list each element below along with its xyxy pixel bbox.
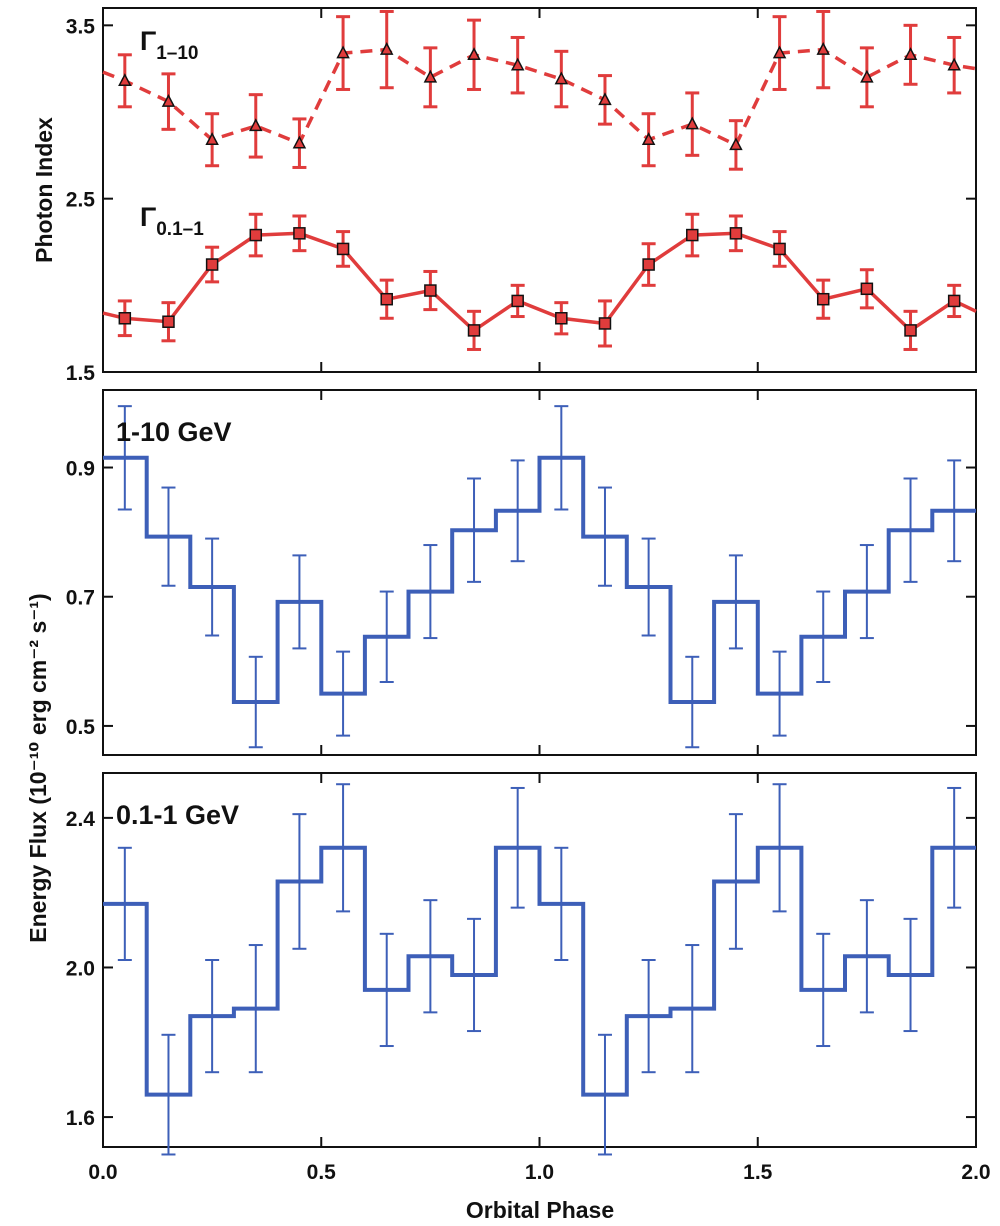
gamma-high-series-line — [102, 47, 977, 148]
data-point-square — [816, 292, 830, 306]
x-tick-label: 0.0 — [88, 1161, 117, 1184]
data-point-square — [467, 324, 481, 337]
data-point-triangle — [685, 116, 700, 130]
data-point-square — [686, 228, 699, 242]
y-tick-label: 0.7 — [66, 587, 95, 610]
data-point-square — [511, 294, 524, 308]
data-point-square — [860, 282, 874, 296]
y-tick-label: 1.5 — [66, 362, 96, 385]
y-tick-label: 0.5 — [66, 716, 96, 739]
data-point-triangle — [205, 132, 219, 145]
flux-low-ticks: 0.0 0.5 1.0 1.5 2.0 1.6 2.0 2.4 — [66, 773, 991, 1184]
flux-step-line — [103, 845, 976, 1097]
data-point-triangle — [641, 132, 656, 145]
orbital-phase-axis-title: Orbital Phase — [466, 1197, 614, 1223]
data-point-triangle — [336, 45, 350, 59]
flux-low-plot — [103, 783, 976, 1156]
data-point-triangle — [118, 73, 132, 87]
panel-annotation-1-10-gev: 1-10 GeV — [116, 417, 232, 447]
data-point-triangle — [598, 92, 612, 106]
data-point-square — [424, 284, 437, 297]
data-point-triangle — [379, 41, 394, 55]
panel-annotation-0.1-1-gev: 0.1-1 GeV — [116, 800, 239, 830]
gamma-low-series-label: Γ0.1–1 — [140, 202, 204, 240]
data-point-triangle — [816, 41, 830, 55]
x-tick-label: 2.0 — [961, 1161, 990, 1184]
data-point-triangle — [423, 69, 438, 83]
photon-index-ticks: 1.5 2.5 3.5 — [66, 8, 977, 385]
gamma-high-series-label: Γ1–10 — [140, 26, 199, 64]
photon-index-axis-title: Photon Index — [31, 117, 57, 263]
data-point-square — [249, 228, 263, 242]
gamma-low-series-line — [102, 231, 977, 333]
data-point-square — [555, 312, 568, 325]
photon-index-plot — [102, 9, 977, 351]
data-point-square — [773, 242, 786, 256]
data-point-triangle — [860, 69, 874, 83]
data-point-square — [118, 312, 132, 325]
data-point-triangle — [903, 47, 918, 61]
y-tick-label: 2.5 — [66, 189, 96, 212]
data-point-triangle — [161, 93, 176, 107]
y-tick-label: 3.5 — [66, 15, 96, 38]
x-tick-label: 1.0 — [525, 1161, 554, 1184]
x-tick-label: 1.5 — [743, 1161, 773, 1184]
data-point-square — [162, 315, 175, 328]
data-point-triangle — [554, 71, 569, 85]
data-point-square — [729, 227, 743, 240]
data-point-square — [336, 242, 350, 256]
data-point-square — [642, 258, 655, 271]
y-tick-label: 2.4 — [66, 808, 96, 831]
y-tick-label: 2.0 — [66, 957, 95, 980]
data-point-triangle — [249, 118, 263, 132]
data-point-triangle — [729, 137, 743, 151]
data-point-triangle — [292, 135, 307, 149]
data-point-triangle — [510, 57, 525, 71]
x-tick-label: 0.5 — [307, 1161, 337, 1184]
data-point-square — [598, 317, 612, 330]
y-tick-label: 0.9 — [66, 458, 95, 481]
data-point-triangle — [947, 57, 961, 71]
data-point-square — [904, 324, 917, 337]
y-tick-label: 1.6 — [66, 1107, 95, 1130]
data-point-square — [293, 227, 306, 240]
data-point-square — [380, 292, 393, 306]
energy-flux-axis-title: Energy Flux (10⁻¹⁰ erg cm⁻² s⁻¹) — [25, 593, 51, 942]
data-point-square — [947, 294, 961, 308]
data-point-triangle — [772, 45, 787, 59]
flux-step-line — [103, 455, 976, 704]
data-point-square — [205, 258, 219, 271]
flux-high-plot — [103, 405, 976, 749]
data-point-triangle — [467, 47, 481, 61]
flux-high-ticks: 0.5 0.7 0.9 — [66, 390, 977, 755]
